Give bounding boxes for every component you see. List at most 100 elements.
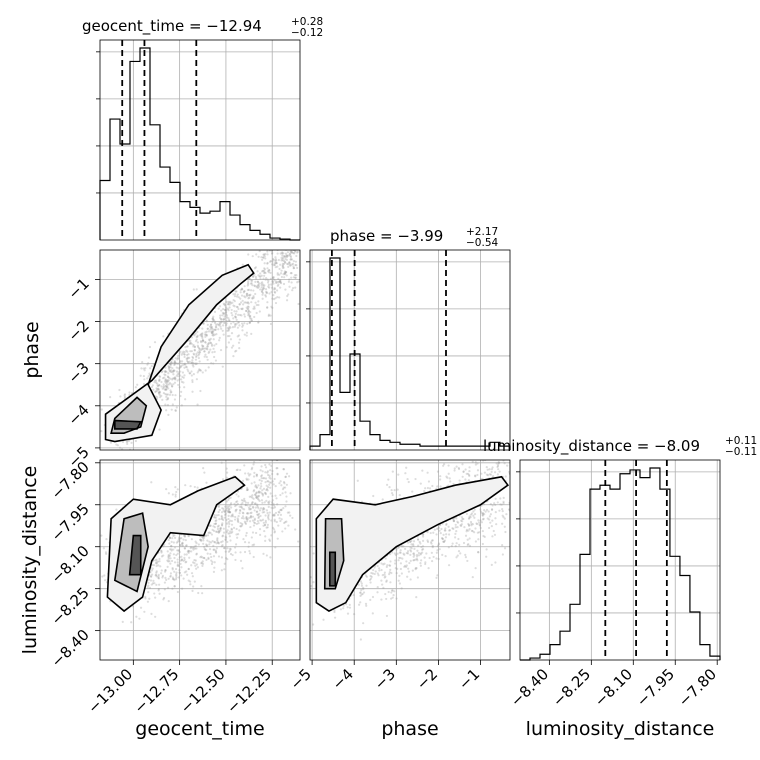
sample-point <box>261 297 264 300</box>
sample-point <box>257 507 260 510</box>
sample-point <box>253 493 257 496</box>
sample-point <box>248 294 251 297</box>
sample-point <box>287 254 290 257</box>
sample-point <box>258 499 261 503</box>
sample-point <box>154 596 157 599</box>
sample-point <box>156 384 159 387</box>
sample-point <box>263 477 266 480</box>
sample-point <box>476 522 479 526</box>
sample-point <box>472 514 475 517</box>
sample-point <box>183 556 186 559</box>
sample-point <box>158 583 161 586</box>
sample-point <box>281 530 284 533</box>
sample-point <box>123 394 126 397</box>
sample-point <box>220 556 224 559</box>
sample-point <box>151 384 154 387</box>
sample-point <box>232 344 235 347</box>
sample-point <box>158 384 161 387</box>
sample-point <box>212 525 215 528</box>
sample-point <box>186 356 189 359</box>
sample-point <box>250 301 253 304</box>
sample-point <box>280 269 283 272</box>
sample-point <box>189 350 192 353</box>
sample-point <box>220 321 223 324</box>
sample-point <box>156 388 159 391</box>
sample-point <box>221 311 224 315</box>
y-tick-label: −8.10 <box>48 542 93 587</box>
sample-point <box>213 310 217 313</box>
sample-point <box>210 330 213 333</box>
sample-point <box>274 511 278 515</box>
sample-point <box>405 564 408 567</box>
sample-point <box>365 604 368 607</box>
sample-point <box>249 516 253 519</box>
sample-point <box>234 350 237 353</box>
sample-point <box>246 488 249 491</box>
sample-point <box>247 288 251 291</box>
sample-point <box>190 370 193 373</box>
sample-point <box>166 380 169 383</box>
sample-point <box>262 507 265 510</box>
sample-point <box>498 509 501 512</box>
sample-point <box>256 504 259 507</box>
sample-point <box>264 252 267 256</box>
sample-point <box>212 319 215 322</box>
sample-point <box>183 571 186 574</box>
sample-point <box>352 593 355 597</box>
sample-point <box>496 473 499 476</box>
sample-point <box>217 328 220 331</box>
sample-point <box>399 551 402 554</box>
x-tick-label: −8.25 <box>549 665 594 710</box>
sample-point <box>196 341 199 344</box>
x-tick-label: −2 <box>413 665 441 693</box>
sample-point <box>261 518 265 521</box>
sample-point <box>271 480 274 483</box>
sample-point <box>206 343 209 346</box>
sample-point <box>201 339 204 342</box>
sample-point <box>248 508 251 511</box>
sample-point <box>435 533 438 536</box>
sample-point <box>477 551 480 554</box>
sample-point <box>474 567 477 570</box>
sample-point <box>371 595 375 599</box>
sample-point <box>182 376 185 379</box>
sample-point <box>234 322 237 326</box>
sample-point <box>184 484 187 487</box>
sample-point <box>252 295 255 298</box>
sample-point <box>254 502 257 505</box>
sample-point <box>162 596 166 600</box>
sample-point <box>179 359 182 363</box>
x-tick-label: −8.10 <box>591 665 636 710</box>
sample-point <box>170 544 173 548</box>
sample-point <box>208 339 211 342</box>
sample-point <box>211 334 214 337</box>
sample-point <box>176 362 179 365</box>
sample-point <box>164 569 167 572</box>
sample-point <box>195 354 198 357</box>
sample-point <box>271 247 273 249</box>
sample-point <box>263 255 266 258</box>
sample-point <box>393 590 396 593</box>
sample-point <box>227 328 230 331</box>
sample-point <box>189 341 192 344</box>
sample-point <box>155 571 158 574</box>
sample-point <box>257 285 261 288</box>
sample-point <box>207 556 210 559</box>
sample-point <box>238 508 242 512</box>
sample-point <box>469 513 473 516</box>
sample-point <box>253 284 256 287</box>
sample-point <box>240 505 243 508</box>
sample-point <box>205 319 208 322</box>
sample-point <box>235 533 238 536</box>
sample-point <box>183 553 186 556</box>
sample-point <box>228 325 231 328</box>
sample-point <box>253 315 256 319</box>
sample-point <box>257 522 260 525</box>
sample-point <box>198 351 202 354</box>
sample-point <box>411 569 414 572</box>
sample-point <box>220 515 223 519</box>
sample-point <box>253 471 256 475</box>
sample-point <box>382 563 385 566</box>
sample-point <box>234 316 238 319</box>
sample-point <box>280 484 283 487</box>
